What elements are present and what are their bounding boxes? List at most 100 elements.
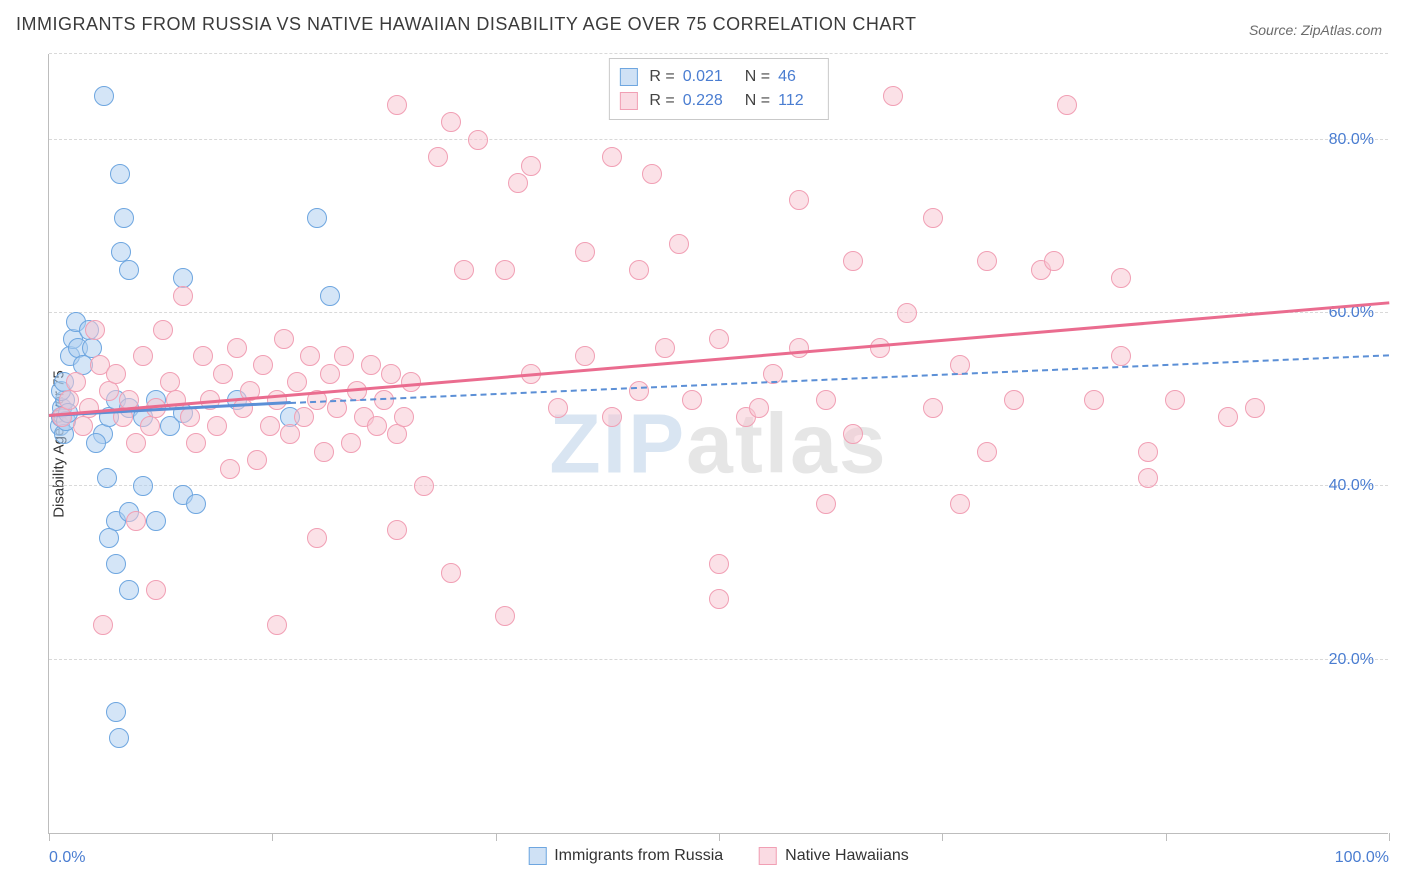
scatter-point xyxy=(789,190,809,210)
scatter-point xyxy=(709,554,729,574)
scatter-point xyxy=(387,95,407,115)
y-tick-label: 40.0% xyxy=(1329,477,1374,495)
scatter-point xyxy=(602,407,622,427)
stats-row: R = 0.021 N = 46 xyxy=(619,65,813,89)
scatter-point xyxy=(274,329,294,349)
stat-r-label: R = xyxy=(649,65,674,89)
scatter-point xyxy=(267,390,287,410)
scatter-point xyxy=(79,398,99,418)
scatter-point xyxy=(629,260,649,280)
stats-row: R =0.228N =112 xyxy=(619,89,813,113)
gridline-h xyxy=(49,485,1388,486)
scatter-point xyxy=(843,424,863,444)
scatter-point xyxy=(1138,468,1158,488)
scatter-point xyxy=(314,442,334,462)
scatter-point xyxy=(59,390,79,410)
scatter-point xyxy=(173,286,193,306)
scatter-point xyxy=(1218,407,1238,427)
scatter-point xyxy=(260,416,280,436)
scatter-point xyxy=(193,346,213,366)
stat-r-value: 0.021 xyxy=(683,65,723,89)
scatter-point xyxy=(307,208,327,228)
legend-label: Immigrants from Russia xyxy=(554,847,723,865)
scatter-point xyxy=(923,208,943,228)
scatter-point xyxy=(394,407,414,427)
scatter-point xyxy=(1057,95,1077,115)
scatter-point xyxy=(109,728,129,748)
gridline-h xyxy=(49,53,1388,54)
gridline-h xyxy=(49,659,1388,660)
scatter-point xyxy=(140,416,160,436)
scatter-point xyxy=(669,234,689,254)
scatter-point xyxy=(287,372,307,392)
y-tick-label: 80.0% xyxy=(1329,131,1374,149)
scatter-point xyxy=(146,511,166,531)
scatter-point xyxy=(387,424,407,444)
scatter-point xyxy=(114,208,134,228)
stat-n-label: N = xyxy=(745,65,770,89)
scatter-point xyxy=(186,433,206,453)
gridline-h xyxy=(49,312,1388,313)
scatter-point xyxy=(709,589,729,609)
scatter-point xyxy=(1245,398,1265,418)
scatter-point xyxy=(97,468,117,488)
legend-swatch xyxy=(528,847,546,865)
x-tick xyxy=(1389,833,1390,841)
scatter-point xyxy=(1044,251,1064,271)
x-tick xyxy=(942,833,943,841)
scatter-point xyxy=(367,416,387,436)
x-tick xyxy=(1166,833,1167,841)
scatter-point xyxy=(575,346,595,366)
scatter-point xyxy=(1111,346,1131,366)
scatter-plot-area: Disability Age Over 75 ZIPatlas R =0.021… xyxy=(48,54,1388,834)
scatter-point xyxy=(361,355,381,375)
scatter-point xyxy=(153,320,173,340)
stat-n-value: 46 xyxy=(778,65,796,89)
y-tick-label: 20.0% xyxy=(1329,651,1374,669)
watermark: ZIPatlas xyxy=(549,395,887,492)
scatter-point xyxy=(1004,390,1024,410)
stat-r-label: R = xyxy=(649,89,674,113)
scatter-point xyxy=(977,251,997,271)
scatter-point xyxy=(454,260,474,280)
scatter-point xyxy=(320,364,340,384)
scatter-point xyxy=(789,338,809,358)
scatter-point xyxy=(642,164,662,184)
scatter-point xyxy=(428,147,448,167)
scatter-point xyxy=(73,416,93,436)
scatter-point xyxy=(495,606,515,626)
scatter-point xyxy=(843,251,863,271)
scatter-point xyxy=(94,86,114,106)
scatter-point xyxy=(66,372,86,392)
gridline-h xyxy=(49,139,1388,140)
scatter-point xyxy=(133,476,153,496)
stats-legend-box: R =0.021N =46R =0.228N =112 xyxy=(608,58,828,120)
scatter-point xyxy=(341,433,361,453)
scatter-point xyxy=(213,364,233,384)
scatter-point xyxy=(441,563,461,583)
stat-r-value: 0.228 xyxy=(683,89,723,113)
scatter-point xyxy=(816,390,836,410)
scatter-point xyxy=(227,338,247,358)
x-tick xyxy=(49,833,50,841)
scatter-point xyxy=(1084,390,1104,410)
source-label: Source: ZipAtlas.com xyxy=(1249,22,1382,38)
scatter-point xyxy=(146,580,166,600)
scatter-point xyxy=(126,511,146,531)
scatter-point xyxy=(441,112,461,132)
scatter-point xyxy=(253,355,273,375)
scatter-point xyxy=(220,459,240,479)
trend-line xyxy=(49,301,1389,417)
scatter-point xyxy=(1165,390,1185,410)
scatter-point xyxy=(923,398,943,418)
scatter-point xyxy=(126,433,146,453)
scatter-point xyxy=(99,381,119,401)
bottom-legend: Immigrants from Russia Native Hawaiians xyxy=(528,847,909,865)
x-tick xyxy=(496,833,497,841)
scatter-point xyxy=(247,450,267,470)
x-tick xyxy=(719,833,720,841)
scatter-point xyxy=(320,286,340,306)
scatter-point xyxy=(99,528,119,548)
scatter-point xyxy=(106,554,126,574)
legend-item: Native Hawaiians xyxy=(759,847,909,865)
